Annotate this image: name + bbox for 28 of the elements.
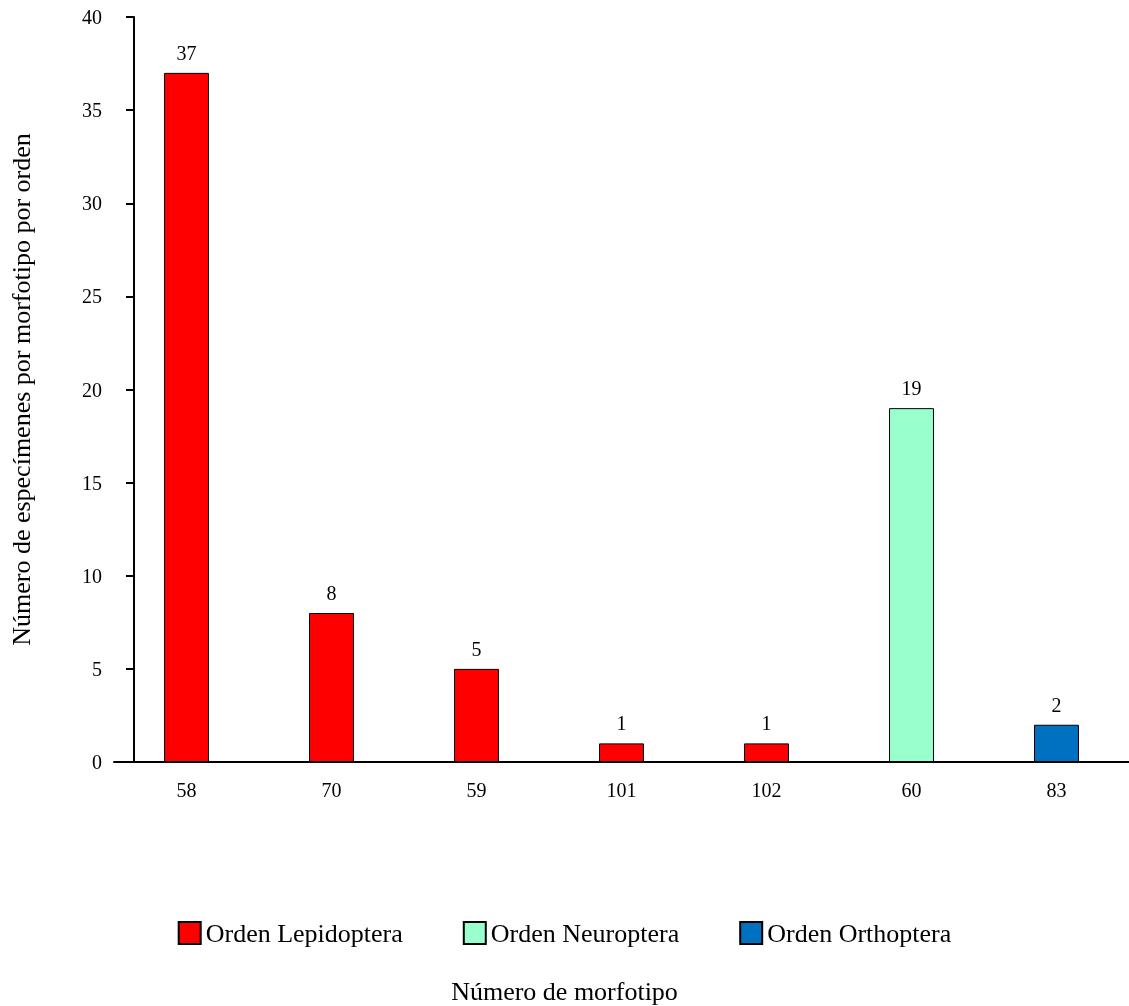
x-tick-label: 70 <box>321 779 342 801</box>
data-label: 1 <box>616 712 627 735</box>
y-tick-label: 20 <box>82 378 102 401</box>
y-tick-label: 15 <box>82 471 102 494</box>
x-tick-label: 59 <box>466 779 487 801</box>
x-tick-label: 58 <box>176 779 197 801</box>
data-label: 5 <box>471 637 482 660</box>
y-tick-label: 35 <box>82 99 102 122</box>
legend-label: Orden Neuroptera <box>490 918 680 948</box>
y-tick-label: 10 <box>82 564 102 587</box>
legend-label: Orden Lepidoptera <box>205 918 404 948</box>
data-label: 2 <box>1051 693 1062 716</box>
x-tick-label: 101 <box>606 779 637 801</box>
text: Número de morfotipo <box>451 976 678 1006</box>
y-tick-label: 30 <box>82 192 102 215</box>
x-tick-label: 60 <box>901 779 922 801</box>
y-tick-label: 5 <box>92 657 102 680</box>
data-label: 8 <box>326 582 337 604</box>
y-tick-label: 25 <box>82 285 102 308</box>
x-tick-label: 102 <box>751 779 782 801</box>
y-tick-label: 40 <box>82 6 102 28</box>
legend-label: Orden Orthoptera <box>767 918 952 948</box>
y-axis-title: Número de especímenes por morfotipo por orden <box>6 133 36 646</box>
data-label: 19 <box>901 377 922 400</box>
data-label: 1 <box>761 712 772 735</box>
y-tick-label: 0 <box>92 751 102 773</box>
data-label: 37 <box>176 41 197 64</box>
x-tick-label: 83 <box>1046 779 1067 801</box>
